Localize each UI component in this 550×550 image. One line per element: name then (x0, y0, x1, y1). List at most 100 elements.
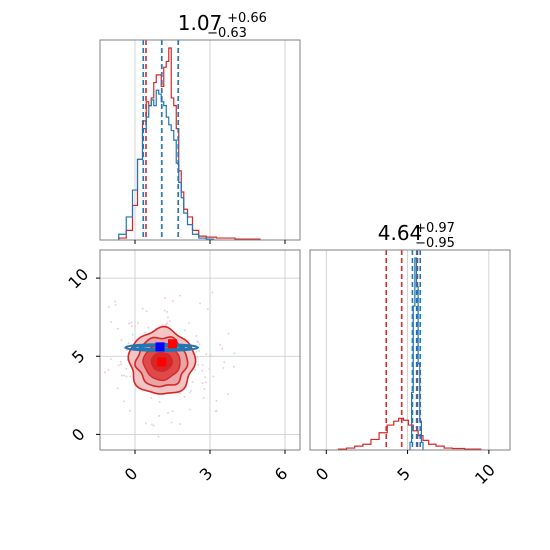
scatter-point (163, 309, 166, 312)
scatter-point (129, 375, 132, 378)
scatter-point (206, 308, 209, 310)
scatter-point (150, 397, 153, 399)
square-marker-blue (155, 342, 165, 352)
scatter-point (197, 341, 199, 343)
scatter-point (158, 401, 161, 403)
scatter-point (131, 333, 134, 336)
scatter-point (221, 348, 223, 350)
scatter-point (125, 367, 128, 370)
title-1: 1.07 (178, 11, 223, 35)
axes-frame (309, 249, 511, 451)
scatter-point (215, 400, 218, 402)
title-2-minus: −0.95 (415, 236, 455, 251)
scatter-point (194, 368, 197, 371)
tick-label: 5 (393, 464, 414, 485)
scatter-point (212, 375, 215, 378)
scatter-point (204, 376, 206, 378)
axes-frame (99, 249, 301, 451)
scatter-point (188, 391, 191, 394)
scatter-point (222, 367, 225, 369)
scatter-point (137, 322, 139, 324)
scatter-point (188, 322, 190, 324)
title-2-plus: +0.97 (415, 221, 455, 236)
title-2-value: 4.64 (378, 221, 423, 245)
scatter-point (208, 368, 211, 370)
scatter-point (123, 374, 125, 377)
marginal-histogram-1: 1.07 +0.66 −0.63 (99, 11, 301, 244)
scatter-point (201, 364, 204, 366)
scatter-point (116, 387, 119, 390)
scatter-point (223, 361, 226, 364)
scatter-point (195, 350, 198, 353)
marginal-histogram-2: 0 5 10 4.64 +0.97 −0.95 (309, 221, 511, 488)
scatter-point (147, 326, 150, 329)
scatter-point (166, 322, 168, 324)
scatter-point (233, 352, 236, 355)
scatter-point (198, 349, 200, 352)
scatter-point (121, 374, 123, 377)
scatter-point (203, 388, 206, 390)
scatter-point (125, 375, 128, 378)
scatter-point (123, 400, 125, 403)
scatter-point (117, 327, 119, 330)
scatter-point (157, 435, 160, 438)
scatter-point (179, 392, 181, 394)
scatter-point (219, 343, 221, 346)
scatter-point (158, 415, 160, 417)
contours (97, 291, 236, 460)
scatter-point (155, 327, 157, 330)
scatter-point (114, 304, 117, 306)
x-ticks (134, 240, 286, 244)
scatter-point (120, 360, 122, 363)
histogram-step (118, 89, 215, 240)
scatter-point (191, 381, 194, 383)
scatter-point (233, 365, 235, 368)
histogram-step (409, 257, 424, 450)
scatter-point (214, 410, 217, 413)
scatter-point (128, 322, 130, 325)
scatter-point (179, 294, 182, 297)
tick-label: 5 (68, 346, 89, 367)
scatter-point (120, 339, 123, 341)
grid (134, 40, 286, 240)
tick-label: 0 (121, 464, 142, 485)
scatter-point (127, 342, 130, 345)
scatter-point (104, 371, 106, 374)
scatter-point (165, 323, 167, 326)
histograms (337, 250, 482, 450)
square-marker-red-center (157, 357, 167, 367)
scatter-point (183, 395, 186, 398)
scatter-point (144, 331, 147, 334)
scatter-point (210, 355, 213, 358)
scatter-point (130, 321, 133, 324)
scatter-point (134, 325, 136, 327)
scatter-point (171, 410, 174, 413)
scatter-point (164, 296, 166, 299)
scatter-point (97, 310, 99, 312)
tick-label: 10 (471, 460, 499, 488)
scatter-point (196, 356, 199, 359)
scatter-point (107, 306, 110, 308)
scatter-point (165, 325, 167, 327)
grid (325, 250, 490, 450)
scatter-point (170, 421, 173, 424)
scatter-point (190, 390, 192, 392)
scatter-point (110, 321, 113, 323)
scatter-point (145, 310, 148, 313)
scatter-point (188, 408, 191, 411)
scatter-point (152, 424, 155, 427)
x-ticks: 0 5 10 (312, 450, 499, 488)
scatter-point (211, 291, 214, 294)
scatter-point (167, 412, 169, 414)
histograms (118, 40, 261, 240)
scatter-point (110, 358, 112, 360)
scatter-point (205, 381, 207, 384)
square-marker-red (168, 339, 177, 349)
tick-label: 10 (64, 265, 92, 293)
scatter-point (227, 332, 230, 335)
scatter-point (166, 458, 168, 460)
scatter-point (205, 353, 208, 355)
scatter-point (123, 347, 126, 349)
